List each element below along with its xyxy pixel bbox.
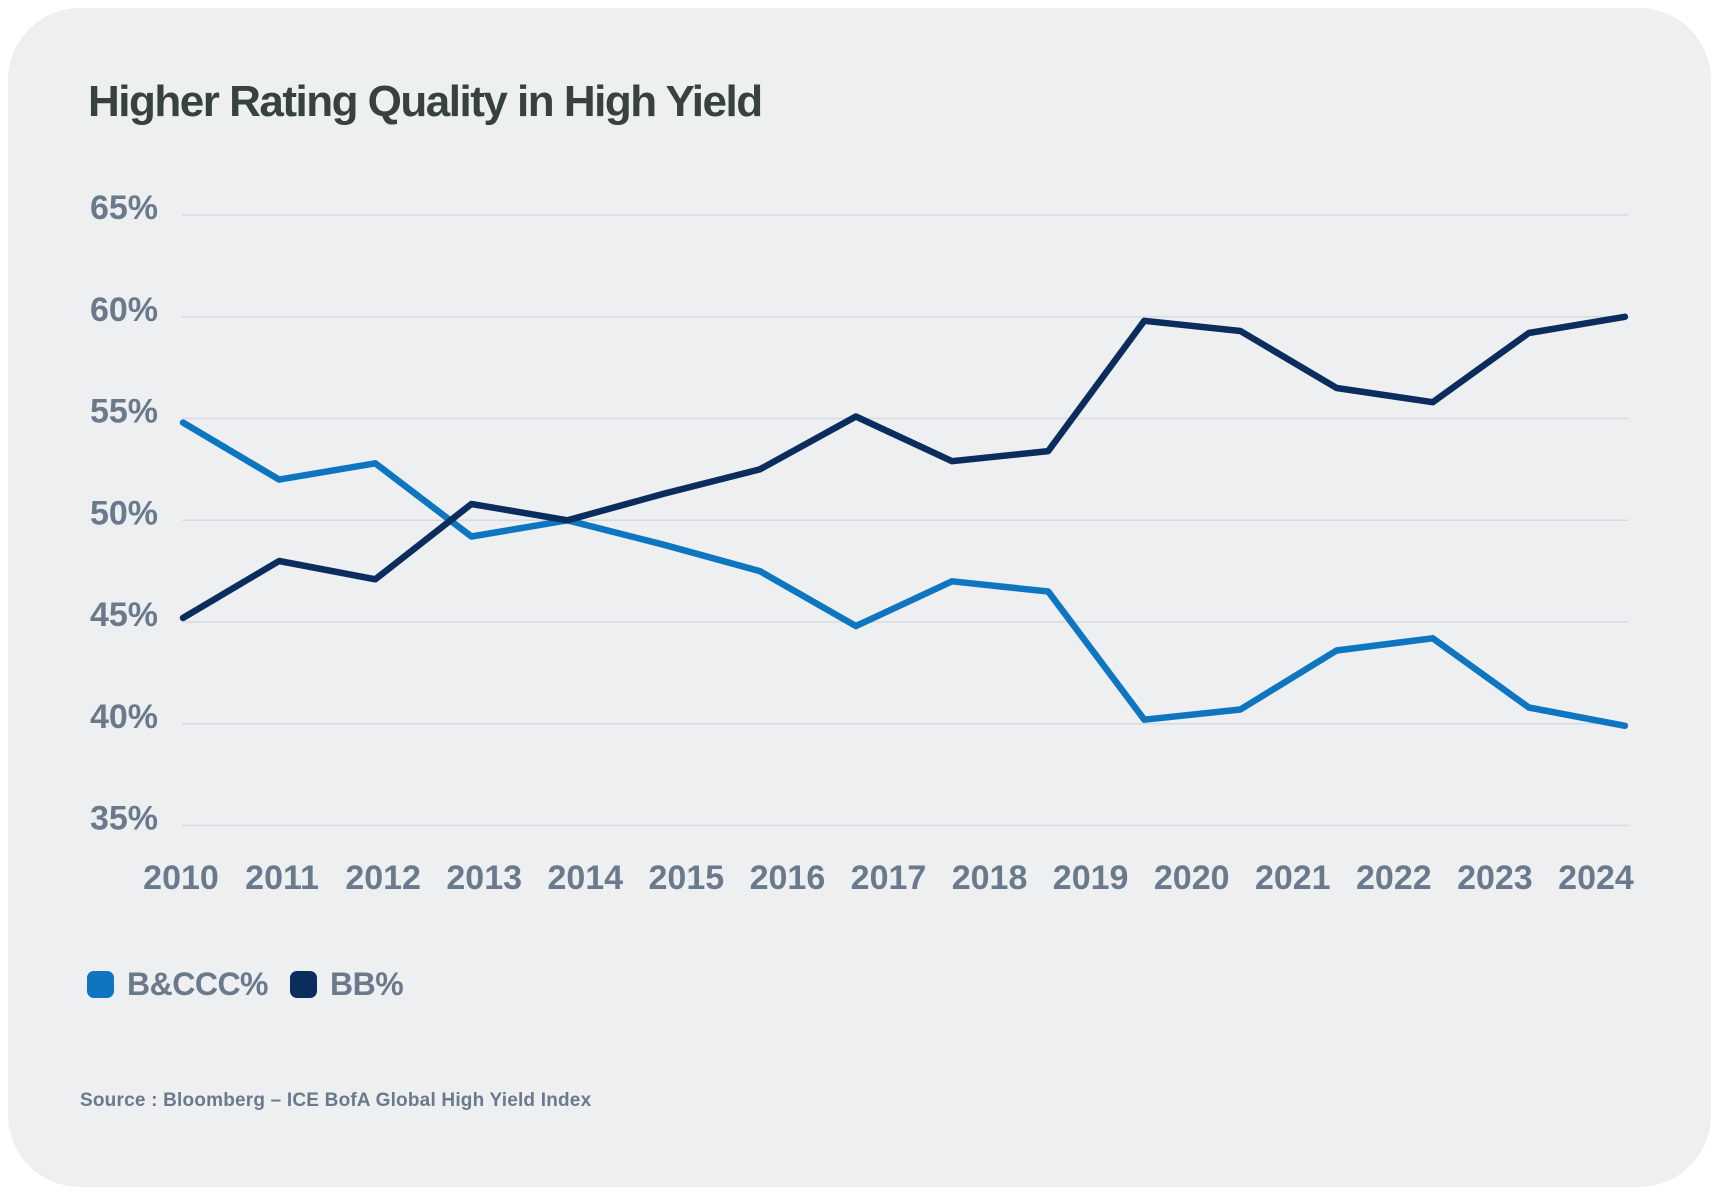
x-axis-tick: 2011 xyxy=(245,859,319,897)
x-axis-tick: 2010 xyxy=(143,859,219,897)
y-axis-tick: 60% xyxy=(90,291,158,329)
source-attribution: Source : Bloomberg – ICE BofA Global Hig… xyxy=(80,1090,592,1111)
series-line-bccc xyxy=(179,419,1629,730)
x-axis-tick: 2013 xyxy=(446,859,522,897)
x-axis-tick: 2017 xyxy=(851,859,927,897)
x-axis-tick: 2022 xyxy=(1356,859,1432,897)
legend-label-bb: BB% xyxy=(330,966,404,1002)
chart-legend: B&CCC% BB% xyxy=(87,966,404,1003)
series-line-bb xyxy=(179,313,1629,622)
y-axis-tick: 55% xyxy=(90,393,158,431)
x-axis-tick: 2012 xyxy=(345,859,421,897)
y-axis-tick: 50% xyxy=(90,494,158,532)
y-axis-tick: 40% xyxy=(90,698,158,736)
x-axis-tick: 2023 xyxy=(1457,859,1533,897)
x-axis-tick: 2016 xyxy=(750,859,826,897)
x-axis-tick: 2020 xyxy=(1154,859,1230,897)
y-axis-tick: 35% xyxy=(90,800,158,838)
x-axis-tick: 2014 xyxy=(547,859,623,897)
x-axis-tick: 2024 xyxy=(1558,859,1634,897)
x-axis-tick: 2019 xyxy=(1053,859,1129,897)
x-axis-tick: 2021 xyxy=(1255,859,1331,897)
legend-swatch-bb xyxy=(290,971,317,998)
x-axis-tick: 2015 xyxy=(649,859,725,897)
chart-title: Higher Rating Quality in High Yield xyxy=(88,77,763,126)
legend-label-bccc: B&CCC% xyxy=(127,966,269,1002)
legend-swatch-bccc xyxy=(87,971,114,998)
x-axis-tick: 2018 xyxy=(952,859,1028,897)
legend-item-bccc: B&CCC% xyxy=(87,966,269,1003)
y-axis-tick: 45% xyxy=(90,596,158,634)
y-axis-tick: 65% xyxy=(90,189,158,227)
legend-item-bb: BB% xyxy=(290,966,404,1003)
